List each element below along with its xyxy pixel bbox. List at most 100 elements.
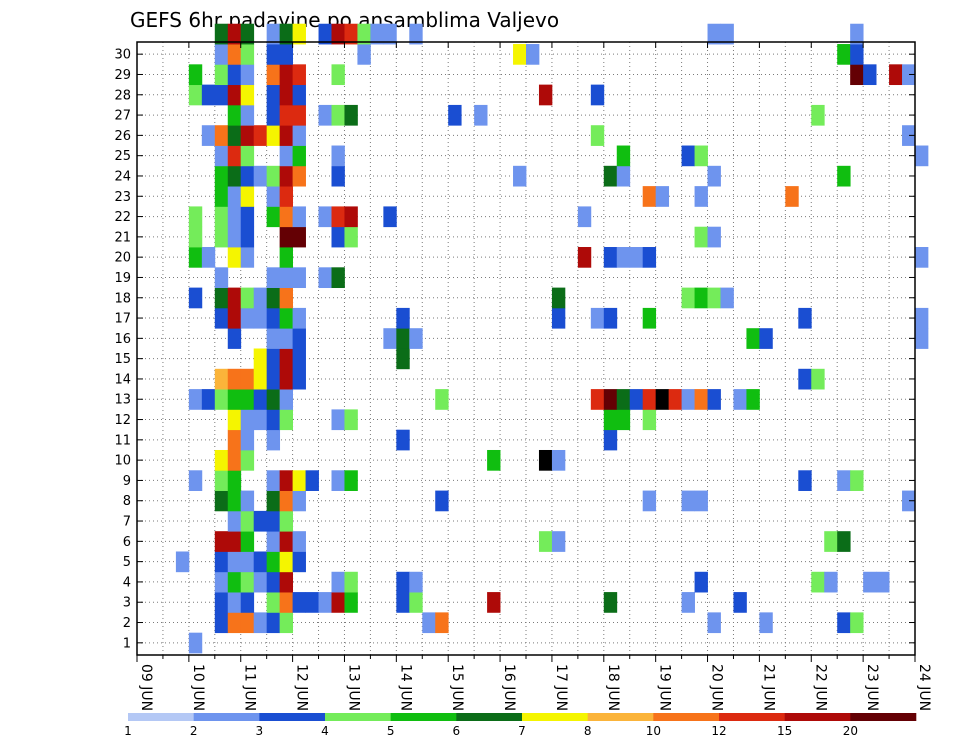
y-tick-label: 10: [114, 454, 131, 469]
y-tick-label: 30: [114, 48, 131, 63]
heatmap-cell: [487, 592, 501, 613]
heatmap-cell: [266, 592, 281, 613]
heatmap-cell: [577, 247, 592, 268]
colorbar-label: 2: [190, 724, 198, 738]
heatmap-cell: [188, 206, 203, 228]
heatmap-cells: [175, 23, 929, 654]
heatmap-cell: [227, 490, 242, 512]
y-tick-label: 15: [114, 352, 131, 367]
heatmap-cell: [331, 104, 345, 126]
y-tick-label: 25: [114, 149, 131, 164]
heatmap-cell: [474, 104, 488, 126]
x-tick-label: 10 JUN: [190, 664, 206, 711]
heatmap-cell: [279, 267, 293, 289]
heatmap-cell: [253, 287, 268, 309]
heatmap-cell: [240, 186, 255, 207]
heatmap-cell: [266, 125, 281, 146]
y-tick-label: 3: [123, 596, 131, 611]
heatmap-cell: [811, 571, 825, 593]
heatmap-cell: [266, 307, 281, 329]
heatmap-cell: [279, 571, 293, 593]
heatmap-cell: [396, 348, 410, 370]
heatmap-cell: [201, 125, 216, 146]
colorbar-label: 4: [321, 724, 329, 738]
heatmap-cell: [409, 23, 423, 45]
heatmap-cell: [331, 267, 345, 289]
heatmap-cell: [292, 64, 306, 86]
heatmap-cell: [331, 409, 345, 431]
heatmap-cell: [538, 531, 553, 552]
heatmap-cell: [733, 389, 747, 410]
heatmap-cell: [240, 125, 255, 146]
heatmap-cell: [513, 44, 527, 65]
heatmap-cell: [279, 368, 293, 390]
heatmap-cell: [642, 490, 657, 512]
heatmap-cell: [331, 226, 345, 248]
heatmap-cell: [279, 328, 293, 349]
heatmap-cell: [279, 23, 293, 45]
y-tick-label: 1: [123, 636, 131, 651]
heatmap-cell: [279, 490, 293, 512]
heatmap-cell: [253, 571, 268, 593]
heatmap-cell: [214, 612, 229, 634]
heatmap-cell: [435, 612, 449, 634]
heatmap-cell: [214, 592, 229, 613]
heatmap-cell: [266, 368, 281, 390]
x-tick-label: 14 JUN: [397, 664, 413, 711]
heatmap-cell: [214, 145, 229, 167]
heatmap-cell: [266, 23, 281, 45]
heatmap-cell: [318, 104, 332, 126]
heatmap-cell: [214, 267, 229, 289]
heatmap-cell: [227, 571, 242, 593]
heatmap-cell: [551, 449, 566, 471]
colorbar-label: 12: [711, 724, 726, 738]
x-tick-label: 11 JUN: [242, 664, 258, 711]
heatmap-cell: [850, 23, 864, 45]
heatmap-cell: [253, 612, 268, 634]
heatmap-cell: [227, 409, 242, 431]
heatmap-cell: [227, 165, 242, 187]
heatmap-cell: [253, 368, 268, 390]
heatmap-cell: [253, 510, 268, 532]
heatmap-cell: [603, 247, 618, 268]
heatmap-cell: [759, 328, 773, 349]
heatmap-cell: [863, 571, 877, 593]
heatmap-cell: [396, 307, 410, 329]
heatmap-cell: [292, 84, 306, 106]
heatmap-cell: [240, 247, 255, 268]
heatmap-cell: [824, 531, 838, 552]
heatmap-cell: [227, 23, 242, 45]
y-tick-label: 21: [114, 230, 131, 245]
heatmap-cell: [214, 551, 229, 573]
heatmap-cell: [188, 247, 203, 268]
heatmap-cell: [240, 490, 255, 512]
heatmap-cell: [253, 409, 268, 431]
colorbar-label: 6: [453, 724, 461, 738]
heatmap-cell: [266, 165, 281, 187]
heatmap-cell: [318, 206, 332, 228]
heatmap-cell: [681, 389, 695, 410]
heatmap-cell: [292, 206, 306, 228]
y-tick-label: 20: [114, 251, 131, 266]
colorbar-label: 5: [387, 724, 395, 738]
colorbar-swatch: [193, 713, 260, 721]
heatmap-cell: [448, 104, 462, 126]
x-tick-label: 20 JUN: [709, 664, 725, 711]
heatmap-cell: [850, 64, 864, 86]
heatmap-cell: [681, 592, 695, 613]
heatmap-cell: [331, 470, 345, 491]
heatmap-cell: [240, 84, 255, 106]
heatmap-cell: [526, 44, 540, 65]
heatmap-cell: [616, 165, 631, 187]
colorbar-label: 8: [584, 724, 592, 738]
heatmap-cell: [603, 409, 618, 431]
heatmap-cell: [305, 592, 319, 613]
heatmap-cell: [616, 145, 631, 167]
heatmap-cell: [915, 307, 929, 329]
heatmap-cell: [240, 307, 255, 329]
heatmap-cell: [331, 64, 345, 86]
heatmap-cell: [746, 389, 760, 410]
heatmap-cell: [266, 328, 281, 349]
heatmap-cell: [227, 531, 242, 552]
heatmap-cell: [902, 64, 916, 86]
